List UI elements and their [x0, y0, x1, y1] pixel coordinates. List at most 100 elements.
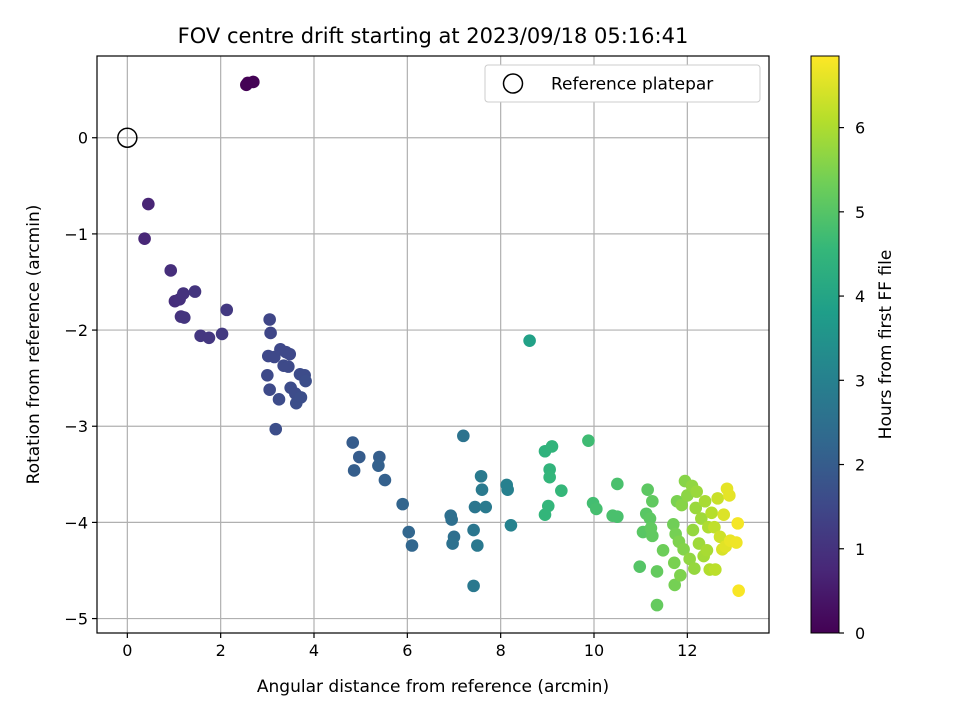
- data-point: [695, 512, 708, 525]
- data-point: [650, 565, 664, 578]
- data-point: [475, 483, 489, 497]
- data-point: [294, 391, 308, 404]
- data-point: [677, 543, 690, 556]
- data-point: [446, 537, 459, 550]
- scatter-points: [117, 75, 745, 612]
- data-point: [479, 500, 493, 514]
- data-point: [215, 327, 229, 341]
- legend-entry-reference-platepar: Reference platepar: [551, 75, 713, 95]
- y-tick-label: −4: [64, 513, 88, 532]
- legend: Reference platepar: [484, 64, 761, 103]
- data-point: [501, 483, 514, 497]
- data-point: [611, 510, 624, 523]
- data-point: [545, 440, 559, 453]
- colorbar-tick-label: 0: [855, 624, 865, 643]
- data-point: [700, 543, 714, 557]
- colorbar-tick-label: 5: [855, 203, 865, 222]
- data-point: [164, 264, 178, 277]
- data-point: [269, 422, 283, 436]
- data-point: [504, 518, 518, 532]
- colorbar-gradient: [810, 55, 840, 634]
- x-tick-label: 12: [677, 641, 697, 660]
- data-point: [402, 525, 416, 539]
- data-point: [523, 334, 536, 347]
- y-tick-label: −1: [64, 225, 88, 244]
- data-point: [674, 569, 687, 582]
- data-point: [142, 197, 155, 211]
- legend-marker-open-circle: [502, 73, 524, 94]
- data-point: [709, 563, 722, 576]
- data-point: [220, 303, 234, 317]
- data-point: [396, 497, 409, 511]
- colorbar-ticks: 0 1 2 3 4 5 6: [839, 119, 865, 643]
- y-axis-label: Rotation from reference (arcmin): [24, 205, 44, 485]
- colorbar-tick-label: 4: [855, 287, 865, 306]
- data-point: [468, 500, 482, 514]
- data-point: [713, 530, 727, 544]
- data-point: [474, 469, 488, 483]
- data-point: [705, 506, 718, 520]
- reference-platepar-marker: [117, 127, 138, 148]
- data-point: [723, 489, 736, 502]
- data-point: [675, 498, 689, 512]
- data-point: [299, 374, 312, 388]
- data-point: [641, 483, 654, 497]
- data-point: [590, 502, 603, 516]
- data-point: [264, 326, 277, 340]
- data-point: [347, 464, 361, 477]
- data-point: [457, 429, 470, 443]
- data-point: [352, 450, 366, 464]
- data-point: [633, 560, 647, 573]
- data-point: [471, 539, 484, 552]
- data-point: [731, 517, 745, 530]
- y-tick-label: −2: [64, 321, 88, 340]
- data-point: [263, 313, 276, 326]
- colorbar-label: Hours from first FF file: [876, 250, 896, 440]
- data-point: [690, 485, 703, 498]
- data-point: [732, 584, 745, 597]
- data-point: [711, 492, 724, 505]
- colorbar-tick-label: 1: [855, 540, 865, 559]
- data-point: [467, 579, 480, 593]
- x-tick-label: 8: [496, 641, 506, 660]
- data-point: [405, 539, 419, 552]
- data-point: [555, 484, 568, 497]
- data-point: [202, 331, 216, 345]
- data-point: [611, 477, 624, 491]
- y-tick-label: −5: [64, 610, 88, 629]
- data-point: [689, 501, 703, 515]
- x-tick-label: 4: [309, 641, 319, 660]
- data-point: [272, 393, 286, 406]
- data-point: [283, 347, 297, 361]
- grid-lines: [97, 56, 769, 633]
- data-point: [467, 523, 480, 537]
- data-point: [188, 285, 202, 298]
- y-tick-label: −3: [64, 417, 88, 436]
- y-tick-label: 0: [78, 129, 88, 148]
- x-tick-label: 6: [402, 641, 412, 660]
- colorbar-tick-label: 2: [855, 456, 865, 475]
- data-point: [543, 470, 556, 484]
- data-point: [688, 562, 701, 575]
- data-point: [582, 434, 595, 447]
- data-point: [261, 368, 274, 382]
- data-point: [683, 552, 696, 566]
- data-point: [646, 494, 659, 508]
- data-point: [656, 543, 670, 557]
- x-tick-label: 0: [122, 641, 132, 660]
- legend-box: [484, 64, 761, 103]
- data-point: [646, 529, 659, 543]
- data-point: [346, 436, 360, 449]
- data-point: [686, 523, 700, 537]
- colorbar: 0 1 2 3 4 5 6 Hours from first FF file: [810, 55, 896, 643]
- plot-frame: [96, 55, 770, 634]
- x-tick-label: 2: [216, 641, 226, 660]
- data-point: [717, 508, 731, 522]
- data-point: [177, 311, 191, 324]
- x-tick-label: 10: [584, 641, 604, 660]
- data-point: [138, 232, 151, 246]
- data-point: [282, 360, 295, 373]
- axes: 0 2 4 6 8 10 12 −5 −4 −3 −2 −1 0: [64, 129, 697, 660]
- data-point: [445, 513, 458, 526]
- data-point: [177, 287, 190, 300]
